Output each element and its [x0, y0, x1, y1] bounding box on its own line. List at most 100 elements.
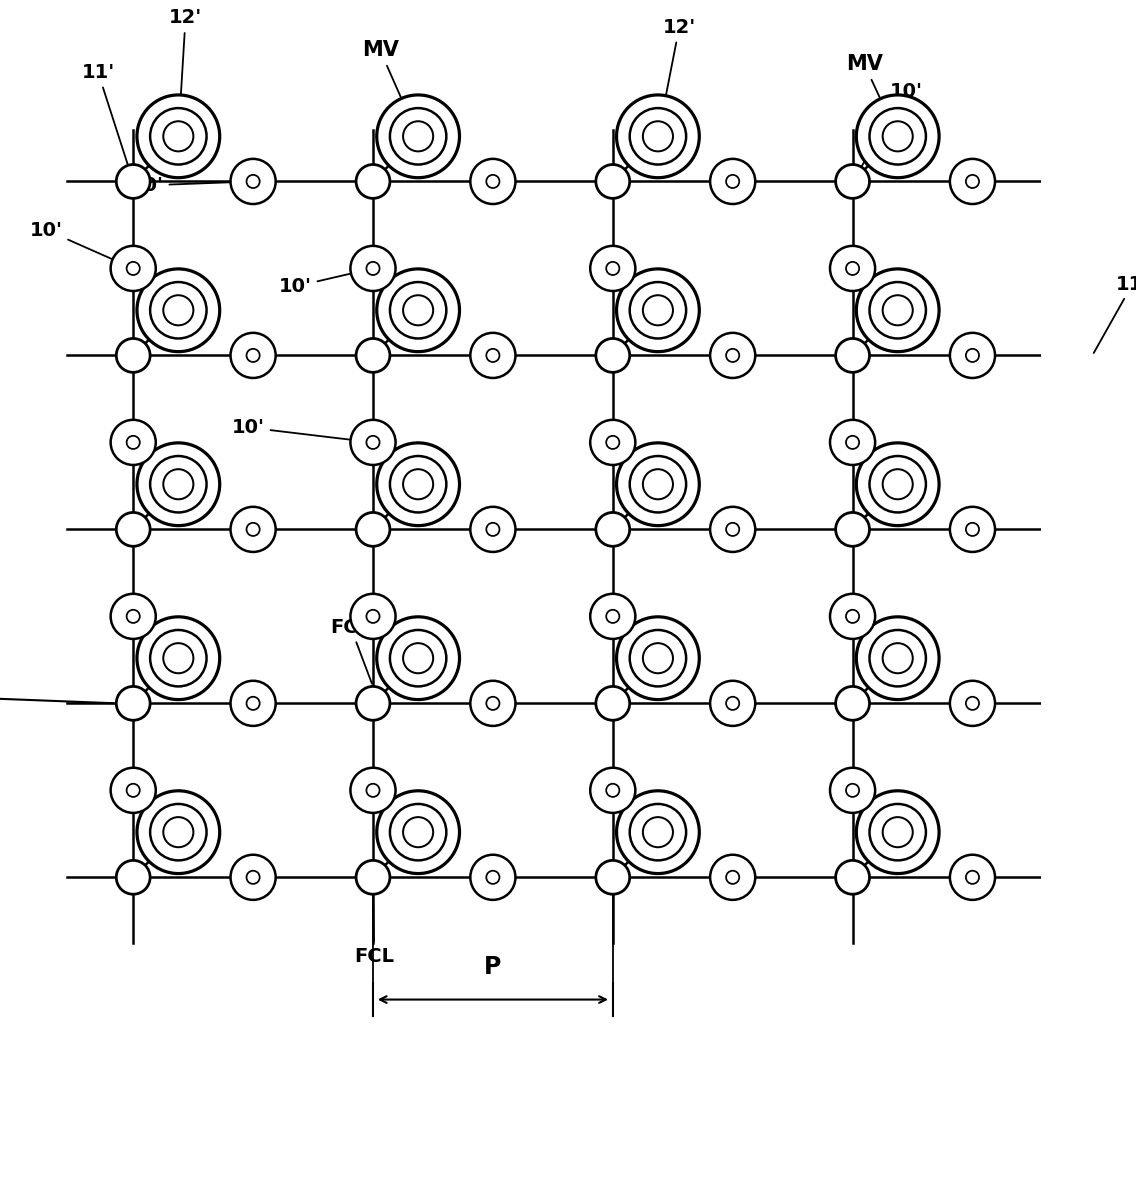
- Circle shape: [966, 348, 979, 363]
- Circle shape: [486, 523, 500, 536]
- Circle shape: [710, 855, 755, 900]
- Circle shape: [403, 817, 433, 847]
- Circle shape: [110, 246, 156, 291]
- Circle shape: [1076, 513, 1109, 547]
- Circle shape: [857, 269, 939, 352]
- Circle shape: [617, 94, 700, 177]
- Circle shape: [164, 644, 193, 673]
- Circle shape: [596, 513, 629, 547]
- Circle shape: [869, 109, 926, 164]
- Circle shape: [390, 282, 446, 339]
- Circle shape: [869, 804, 926, 861]
- Circle shape: [643, 295, 673, 325]
- Circle shape: [164, 295, 193, 325]
- Circle shape: [126, 262, 140, 275]
- Circle shape: [126, 609, 140, 622]
- Text: 11': 11': [82, 63, 133, 178]
- Circle shape: [403, 469, 433, 500]
- Circle shape: [726, 870, 740, 883]
- Circle shape: [1096, 269, 1136, 352]
- Circle shape: [710, 507, 755, 552]
- Circle shape: [950, 159, 995, 204]
- Circle shape: [231, 507, 276, 552]
- Circle shape: [1070, 768, 1114, 813]
- Circle shape: [390, 629, 446, 686]
- Circle shape: [247, 870, 260, 883]
- Circle shape: [857, 443, 939, 526]
- Circle shape: [710, 159, 755, 204]
- Text: FCL: FCL: [404, 648, 460, 673]
- Text: P: P: [484, 955, 502, 979]
- Circle shape: [846, 436, 859, 449]
- Circle shape: [1096, 616, 1136, 699]
- Circle shape: [830, 768, 875, 813]
- Circle shape: [710, 680, 755, 726]
- Circle shape: [1070, 594, 1114, 639]
- Circle shape: [629, 629, 686, 686]
- Circle shape: [596, 339, 629, 372]
- Circle shape: [1096, 443, 1136, 526]
- Circle shape: [1109, 282, 1136, 339]
- Circle shape: [137, 791, 219, 874]
- Circle shape: [950, 680, 995, 726]
- Circle shape: [350, 246, 395, 291]
- Circle shape: [150, 804, 207, 861]
- Circle shape: [367, 784, 379, 797]
- Circle shape: [950, 855, 995, 900]
- Circle shape: [596, 686, 629, 720]
- Text: 10': 10': [854, 81, 924, 180]
- Circle shape: [617, 791, 700, 874]
- Circle shape: [726, 175, 740, 188]
- Circle shape: [164, 469, 193, 500]
- Text: MV: MV: [846, 54, 896, 133]
- Circle shape: [830, 419, 875, 465]
- Circle shape: [126, 784, 140, 797]
- Circle shape: [1122, 817, 1136, 847]
- Circle shape: [390, 804, 446, 861]
- Circle shape: [966, 697, 979, 710]
- Circle shape: [869, 282, 926, 339]
- Circle shape: [966, 870, 979, 883]
- Circle shape: [596, 164, 629, 198]
- Circle shape: [617, 616, 700, 699]
- Circle shape: [1122, 122, 1136, 151]
- Circle shape: [137, 443, 219, 526]
- Circle shape: [356, 164, 390, 198]
- Text: 10': 10': [232, 418, 370, 442]
- Circle shape: [350, 419, 395, 465]
- Circle shape: [726, 697, 740, 710]
- Circle shape: [470, 333, 516, 378]
- Circle shape: [356, 686, 390, 720]
- Circle shape: [883, 644, 912, 673]
- Circle shape: [591, 768, 635, 813]
- Circle shape: [486, 870, 500, 883]
- Circle shape: [1076, 686, 1109, 720]
- Text: FCL: FCL: [0, 689, 114, 707]
- Circle shape: [367, 436, 379, 449]
- Circle shape: [126, 436, 140, 449]
- Circle shape: [836, 339, 869, 372]
- Text: 12': 12': [659, 18, 696, 133]
- Circle shape: [350, 768, 395, 813]
- Circle shape: [883, 469, 912, 500]
- Circle shape: [1086, 609, 1099, 622]
- Circle shape: [486, 175, 500, 188]
- Circle shape: [390, 456, 446, 513]
- Circle shape: [617, 443, 700, 526]
- Circle shape: [377, 443, 459, 526]
- Circle shape: [629, 804, 686, 861]
- Circle shape: [643, 644, 673, 673]
- Circle shape: [137, 616, 219, 699]
- Circle shape: [846, 784, 859, 797]
- Circle shape: [390, 109, 446, 164]
- Circle shape: [846, 609, 859, 622]
- Circle shape: [643, 469, 673, 500]
- Circle shape: [869, 456, 926, 513]
- Circle shape: [1070, 246, 1114, 291]
- Circle shape: [137, 269, 219, 352]
- Circle shape: [403, 122, 433, 151]
- Circle shape: [367, 262, 379, 275]
- Circle shape: [247, 175, 260, 188]
- Circle shape: [356, 861, 390, 894]
- Circle shape: [1076, 339, 1109, 372]
